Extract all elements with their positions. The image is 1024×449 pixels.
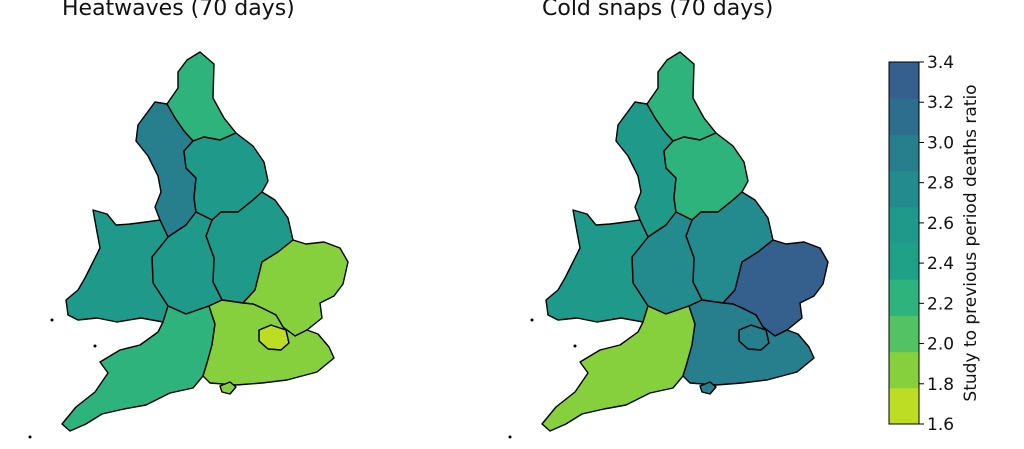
colorbar-frame xyxy=(888,61,920,425)
heatwaves-region-south-west xyxy=(61,305,216,432)
heatwaves-island-mark xyxy=(50,318,54,322)
heatwaves-map xyxy=(28,51,349,439)
heatwaves-map-title: Heatwaves (70 days) xyxy=(62,0,295,21)
colorbar-band xyxy=(889,206,919,244)
colorbar-tick-label: 2.4 xyxy=(927,254,954,274)
colorbar-tick-label: 2.0 xyxy=(927,335,954,355)
colorbar-tick-label: 1.6 xyxy=(927,415,954,435)
heatwaves-region-south-east xyxy=(202,299,335,386)
colorbar-band xyxy=(889,98,919,135)
colorbar-tick-label: 3.4 xyxy=(927,53,954,73)
cold-snaps-island-mark xyxy=(508,435,512,439)
colorbar-tick-label: 3.0 xyxy=(927,133,954,153)
cold-snaps-region-south-west xyxy=(541,305,696,432)
colorbar-tick-label: 2.6 xyxy=(927,214,954,234)
colorbar-band xyxy=(889,243,919,280)
colorbar-band xyxy=(889,387,919,425)
heatwaves-isle-of-wight xyxy=(219,381,237,395)
cold-snaps-isle-of-wight xyxy=(699,381,717,395)
colorbar-tick-label: 3.2 xyxy=(927,93,954,113)
cold-snaps-island-mark xyxy=(573,344,577,348)
colorbar-band xyxy=(889,62,919,99)
colorbar: 1.6 1.8 2.0 2.2 2.4 2.6 2.8 3.0 3.2 3.4 Study to … xyxy=(888,53,981,435)
colorbar-band xyxy=(889,351,919,389)
colorbar-band xyxy=(889,134,919,172)
cold-snaps-island-mark xyxy=(530,318,534,322)
cold-snaps-map-title: Cold snaps (70 days) xyxy=(542,0,774,21)
colorbar-tick-label: 2.2 xyxy=(927,294,954,314)
colorbar-tick-label: 2.8 xyxy=(927,174,954,194)
heatwaves-island-mark xyxy=(28,435,32,439)
colorbar-tick-label: 1.8 xyxy=(927,375,954,395)
cold-snaps-map xyxy=(508,51,829,439)
cold-snaps-region-south-east xyxy=(682,299,815,386)
colorbar-band xyxy=(889,170,919,208)
heatwaves-region-wales xyxy=(65,209,169,323)
colorbar-band xyxy=(889,315,919,353)
heatwaves-island-mark xyxy=(93,344,97,348)
cold-snaps-region-wales xyxy=(545,209,649,323)
colorbar-label: Study to previous period deaths ratio xyxy=(961,84,981,401)
colorbar-band xyxy=(889,279,919,316)
